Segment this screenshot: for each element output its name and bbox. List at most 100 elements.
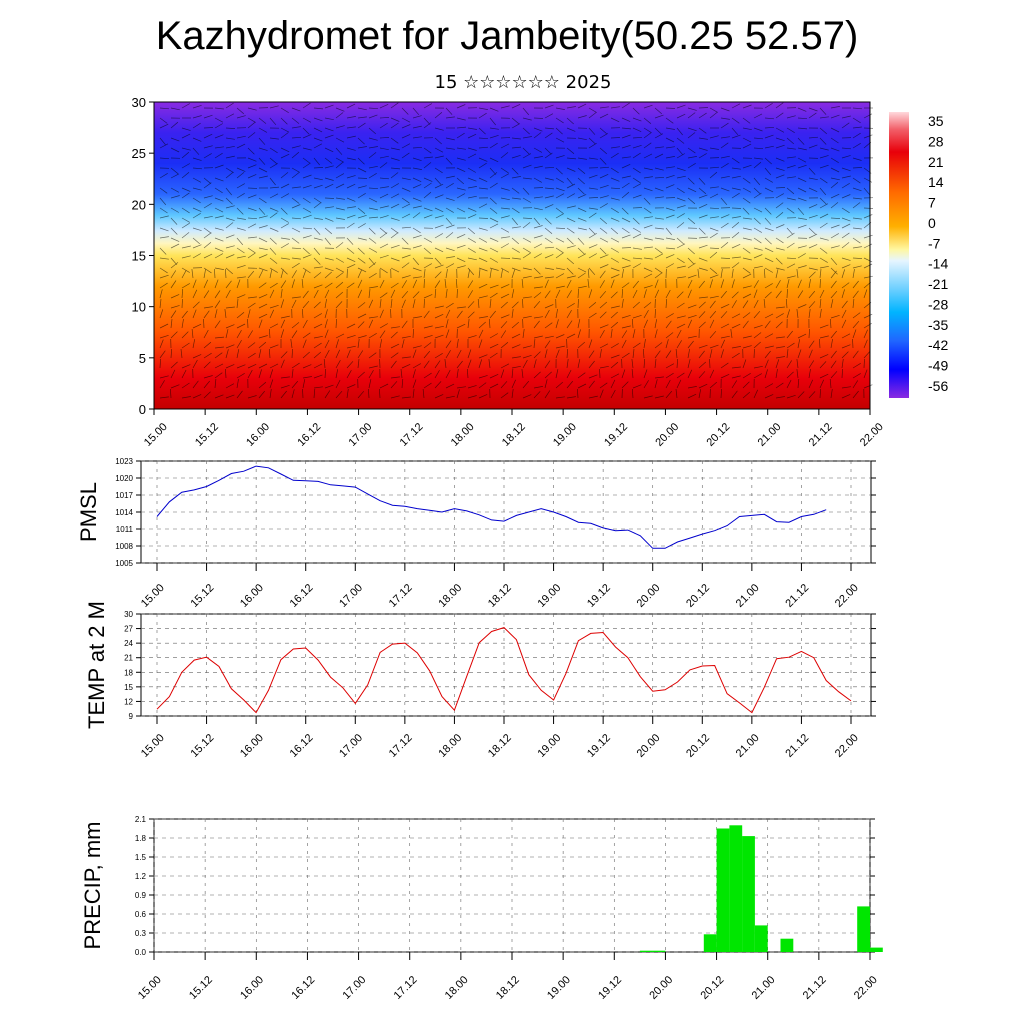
wind-barb [742,345,752,349]
wind-barb [434,207,444,213]
wind-barb [456,310,463,319]
wind-barb [335,257,344,263]
wind-barb [423,269,426,279]
wind-barb [500,363,510,369]
wind-barb [203,279,209,289]
wind-barb [731,390,738,399]
wind-barb [742,373,751,379]
wind-barb [753,265,763,269]
wind-barb [786,263,796,269]
wind-barb [654,167,664,171]
wind-barb [412,184,422,189]
wind-barb [368,173,377,179]
wind-barb [236,340,242,349]
wind-barb [379,227,388,235]
wind-barb [676,104,686,109]
wind-barb [412,363,421,369]
wind-barb [313,227,321,235]
wind-barb [830,314,840,319]
wind-barb [214,117,224,123]
heatmap-ytick-label: 20 [132,197,146,212]
wind-barb [819,213,829,219]
wind-barb [852,290,859,299]
wind-barb [621,217,631,223]
wind-barb [764,267,773,273]
wind-barb [181,382,190,389]
wind-barb [588,253,597,259]
wind-barb [445,183,454,189]
pmsl-xtick-label: 18.00 [436,582,464,610]
wind-barb [610,329,613,339]
wind-barb [764,394,774,399]
wind-barb [489,373,499,379]
wind-barb [808,328,810,339]
wind-barb [697,269,700,279]
wind-barb [764,369,768,379]
wind-barb [544,113,554,119]
wind-barb [852,187,862,192]
wind-barb [324,267,334,272]
wind-barb [379,254,389,259]
wind-barb [269,282,278,289]
wind-barb [258,269,264,279]
wind-barb [203,329,209,339]
wind-barb [445,340,452,349]
wind-barb [445,309,451,319]
wind-barb [236,264,246,269]
wind-barb [390,308,392,319]
heatmap-xtick-label: 21.00 [756,421,784,449]
wind-barb [170,270,177,279]
colorbar-label: 28 [928,133,944,149]
wind-barb [775,280,781,289]
wind-barb [698,187,707,195]
wind-barb [500,267,510,273]
wind-barb [269,186,280,189]
wind-barb [214,247,224,252]
wind-barb [698,127,707,134]
wind-barb [269,363,279,369]
wind-barb [214,164,224,169]
wind-barb [368,137,378,141]
wind-barb [357,289,363,299]
wind-barb [698,244,708,249]
wind-barb [577,237,585,245]
wind-barb [400,369,403,379]
wind-barb [544,152,553,159]
wind-barb [544,166,555,169]
page-title: Kazhydromet for Jambeity(50.25 52.57) [155,14,859,58]
wind-barb [302,379,306,389]
wind-barb [665,237,675,240]
wind-barb [401,290,409,299]
wind-barb [720,142,729,149]
heatmap-ytick-label: 0 [139,402,146,417]
wind-barb [236,276,246,279]
wind-barb [401,177,411,181]
wind-barb [841,257,851,261]
wind-barb [610,217,620,222]
wind-barb [588,207,598,210]
wind-barb [302,157,311,164]
wind-barb [159,137,166,146]
wind-barb [346,384,356,389]
wind-barb [280,153,290,159]
wind-barb [258,225,268,229]
wind-barb [841,300,848,309]
wind-barb [632,127,642,133]
wind-barb [291,369,294,379]
wind-barb [819,147,829,151]
wind-barb [830,360,837,369]
wind-barb [258,137,266,145]
wind-barb [192,137,202,142]
wind-barb [390,157,400,161]
wind-barb [764,247,774,253]
wind-barb [236,193,245,199]
wind-barb [533,196,543,199]
wind-barb [654,329,658,339]
wind-barb [379,323,388,329]
wind-barb [819,338,821,349]
wind-barb [654,350,661,359]
wind-barb [357,313,367,319]
wind-barb [423,162,432,169]
wind-barb [599,254,609,259]
wind-barb [511,309,514,319]
